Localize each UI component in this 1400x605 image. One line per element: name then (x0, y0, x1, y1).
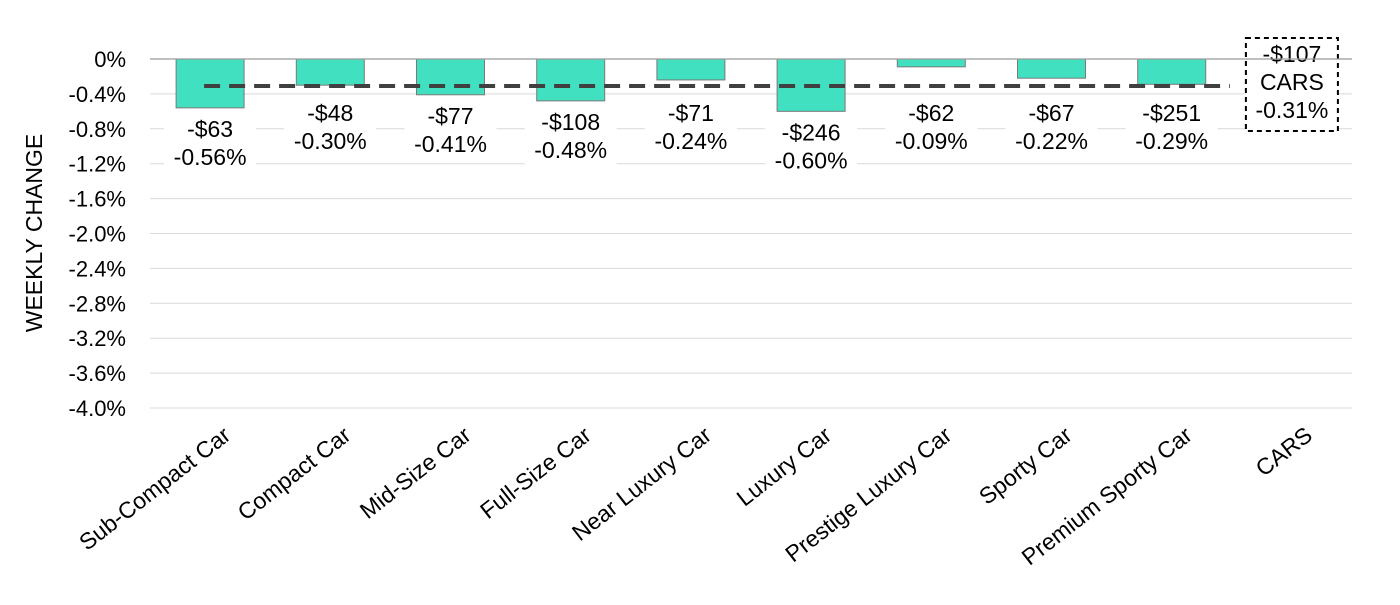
bar (896, 58, 966, 68)
y-axis-title: WEEKLY CHANGE (21, 134, 47, 333)
summary-dollar: -$107 (1262, 41, 1321, 67)
data-label-background (644, 99, 737, 158)
y-tick-label: -3.2% (69, 326, 126, 351)
bar (295, 58, 365, 86)
x-category-label: Full-Size Car (475, 421, 596, 524)
data-label-dollar: -$71 (668, 100, 714, 126)
data-label-percent: -0.09% (895, 128, 968, 154)
y-tick-label: -1.6% (69, 187, 126, 212)
y-tick-label: -3.6% (69, 361, 126, 386)
bar (536, 58, 606, 102)
data-labels: -$63-0.56% -$48-0.30% -$77-0.41% -$108-0.48… (164, 37, 1339, 177)
data-label-dollar: -$251 (1142, 100, 1201, 126)
y-tick-label: -0.8% (69, 117, 126, 142)
data-label-background (885, 99, 978, 158)
x-category-label: Sporty Car (974, 421, 1077, 509)
data-label-dollar: -$77 (427, 103, 473, 129)
x-category-label: Luxury Car (732, 421, 837, 511)
y-tick-label: -1.2% (69, 152, 126, 177)
y-tick-label: -2.8% (69, 291, 126, 316)
summary-percent: -0.31% (1255, 97, 1328, 123)
data-label-percent: -0.41% (414, 131, 487, 157)
data-label-background (524, 107, 617, 166)
y-tick-label: -2.4% (69, 256, 126, 281)
y-tick-label: -2.0% (69, 222, 126, 247)
x-category-label: CARS (1251, 421, 1317, 481)
summary-name: CARS (1260, 69, 1324, 95)
data-label-percent: -0.56% (174, 144, 247, 170)
data-label-dollar: -$108 (541, 109, 600, 135)
data-label-dollar: -$246 (782, 119, 841, 145)
data-label-percent: -0.29% (1135, 128, 1208, 154)
y-tick-label: 0% (94, 47, 126, 72)
x-category-label: Compact Car (233, 421, 356, 525)
bar (416, 58, 485, 96)
data-label-percent: -0.48% (534, 137, 607, 163)
x-category-label: Sub-Compact Car (74, 421, 235, 555)
data-label-dollar: -$67 (1028, 100, 1074, 126)
data-label-background (1005, 99, 1098, 158)
y-tick-label: -4.0% (69, 396, 126, 421)
bar (175, 58, 245, 109)
data-label-background (404, 101, 497, 160)
data-label-dollar: -$62 (908, 100, 954, 126)
data-label-percent: -0.30% (294, 128, 367, 154)
data-label-dollar: -$63 (187, 116, 233, 142)
data-label-background (1125, 99, 1218, 158)
data-label-percent: -0.24% (654, 128, 727, 154)
bar (1017, 58, 1086, 79)
summary-box (1244, 37, 1339, 132)
bars (175, 58, 1207, 112)
y-tick-label: -0.4% (69, 82, 126, 107)
data-label-percent: -0.60% (775, 147, 848, 173)
data-label-percent: -0.22% (1015, 128, 1088, 154)
data-label-background (765, 118, 858, 177)
bar (656, 58, 726, 81)
bar (1137, 58, 1207, 85)
data-label-background (284, 99, 377, 158)
data-label-background (164, 114, 257, 173)
data-label-dollar: -$48 (307, 100, 353, 126)
x-category-label: Mid-Size Car (355, 421, 476, 524)
